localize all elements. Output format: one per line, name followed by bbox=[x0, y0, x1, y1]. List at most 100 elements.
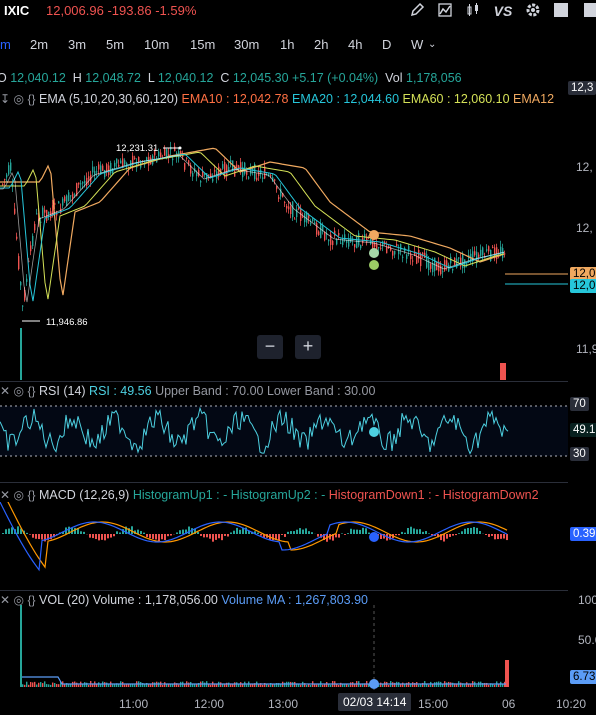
timeframe-3m[interactable]: 3m bbox=[68, 37, 87, 52]
candle-body bbox=[210, 173, 212, 178]
candles-icon[interactable] bbox=[464, 2, 482, 20]
candle-body bbox=[392, 250, 394, 256]
macd-histogram-bar bbox=[161, 534, 163, 540]
volume-bar bbox=[308, 683, 310, 687]
macd-histogram-bar bbox=[401, 531, 403, 534]
candle-body bbox=[70, 195, 72, 197]
eye-icon[interactable]: ↧ bbox=[0, 92, 11, 106]
timeframe-d[interactable]: D bbox=[382, 37, 392, 52]
candle-body bbox=[12, 184, 14, 187]
volume-bar bbox=[336, 683, 338, 687]
settings-icon[interactable]: ◎ bbox=[13, 488, 25, 502]
candle-body bbox=[420, 253, 422, 267]
timeframe-1h[interactable]: 1h bbox=[280, 37, 295, 52]
settings-icon[interactable]: ◎ bbox=[13, 593, 25, 607]
macd-histogram-bar bbox=[122, 529, 124, 534]
candle-body bbox=[58, 201, 60, 204]
candle-body bbox=[32, 235, 34, 247]
volume-bar bbox=[246, 684, 248, 687]
macd-chart[interactable] bbox=[0, 502, 568, 588]
macd-hist-up1: HistogramUp1 : - bbox=[132, 488, 228, 502]
zoom-in-button[interactable]: + bbox=[295, 335, 321, 359]
macd-histogram-bar bbox=[218, 534, 220, 539]
volume-bar bbox=[250, 684, 252, 687]
low-value: 12,040.12 bbox=[157, 71, 214, 85]
candle-body bbox=[480, 249, 482, 256]
square-icon[interactable] bbox=[582, 2, 596, 20]
square-icon[interactable] bbox=[552, 2, 570, 20]
macd-histogram-bar bbox=[293, 531, 295, 534]
pencil-icon[interactable] bbox=[408, 2, 426, 20]
pane-separator[interactable] bbox=[0, 590, 568, 591]
close-icon[interactable]: ✕ bbox=[0, 384, 11, 398]
macd-histogram-bar bbox=[338, 534, 340, 538]
candle-body bbox=[62, 198, 64, 206]
price-axis[interactable]: 12,3 12, 12, 12,0 12,0 11,9 bbox=[568, 80, 596, 380]
macd-histogram-bar bbox=[8, 528, 10, 534]
candle-body bbox=[78, 182, 80, 185]
volume-bar bbox=[68, 683, 70, 687]
macd-histogram-bar bbox=[89, 534, 91, 538]
close-icon[interactable]: ✕ bbox=[0, 488, 11, 502]
candle-body bbox=[46, 209, 48, 221]
zoom-out-button[interactable]: − bbox=[257, 335, 283, 359]
pane-separator[interactable] bbox=[0, 482, 568, 483]
timeframe-1m[interactable]: m bbox=[0, 37, 11, 52]
macd-histogram-bar bbox=[149, 534, 151, 539]
volume-axis[interactable]: 100 50.6 6.73 bbox=[568, 592, 596, 690]
volume-bar bbox=[196, 684, 198, 687]
macd-histogram-bar bbox=[62, 531, 64, 534]
code-icon[interactable]: {} bbox=[27, 488, 36, 502]
volume-bar bbox=[254, 683, 256, 687]
volume-chart[interactable] bbox=[0, 605, 568, 690]
code-icon[interactable]: {} bbox=[27, 92, 36, 106]
macd-histogram-bar bbox=[356, 529, 358, 534]
timeframe-2m[interactable]: 2m bbox=[30, 37, 49, 52]
rsi-axis[interactable]: 70 49.1 30 bbox=[568, 396, 596, 480]
timeframe-5m[interactable]: 5m bbox=[106, 37, 125, 52]
volume-bar bbox=[64, 683, 66, 687]
candle-body bbox=[460, 257, 462, 267]
settings-icon[interactable]: ◎ bbox=[13, 384, 25, 398]
code-icon[interactable]: {} bbox=[27, 384, 36, 398]
candle-body bbox=[280, 188, 282, 197]
high-value: 12,048.72 bbox=[85, 71, 141, 85]
macd-axis[interactable]: 0.39 bbox=[568, 502, 596, 588]
timeframe-15m[interactable]: 15m bbox=[190, 37, 216, 52]
macd-histogram-bar bbox=[437, 534, 439, 538]
macd-histogram-bar bbox=[101, 534, 103, 540]
candle-body bbox=[318, 231, 320, 235]
macd-histogram-bar bbox=[494, 534, 496, 540]
macd-histogram-bar bbox=[353, 529, 355, 534]
symbol-name[interactable]: IXIC bbox=[4, 3, 30, 18]
candle-body bbox=[134, 157, 136, 159]
timeframe-2h[interactable]: 2h bbox=[314, 37, 329, 52]
settings-icon[interactable] bbox=[524, 2, 542, 20]
candle-body bbox=[328, 239, 330, 242]
vs-compare-icon[interactable]: VS bbox=[493, 3, 513, 19]
candle-body bbox=[410, 253, 412, 260]
settings-icon[interactable]: ◎ bbox=[13, 92, 25, 106]
rsi-chart[interactable] bbox=[0, 398, 568, 480]
volume-bar bbox=[298, 684, 300, 687]
timeframe-10m[interactable]: 10m bbox=[144, 37, 170, 52]
candle-body bbox=[22, 305, 24, 307]
volume-bar bbox=[484, 682, 486, 687]
timeframe-w[interactable]: W bbox=[411, 37, 424, 52]
code-icon[interactable]: {} bbox=[27, 593, 36, 607]
close-icon[interactable]: ✕ bbox=[0, 593, 11, 607]
price-chart[interactable] bbox=[0, 108, 568, 380]
pane-separator[interactable] bbox=[0, 381, 568, 382]
macd-histogram-bar bbox=[80, 531, 82, 534]
timeframe-30m[interactable]: 30m bbox=[234, 37, 260, 52]
macd-histogram-bar bbox=[74, 527, 76, 534]
timeframe-4h[interactable]: 4h bbox=[348, 37, 363, 52]
volume-bar bbox=[42, 683, 44, 687]
chevron-down-icon[interactable]: ⌄ bbox=[428, 39, 437, 50]
candle-body bbox=[82, 181, 84, 184]
candle-body bbox=[478, 254, 480, 257]
volume-bar bbox=[276, 683, 278, 687]
area-chart-icon[interactable] bbox=[436, 2, 454, 20]
macd-histogram-bar bbox=[152, 534, 154, 539]
macd-histogram-bar bbox=[395, 534, 397, 536]
